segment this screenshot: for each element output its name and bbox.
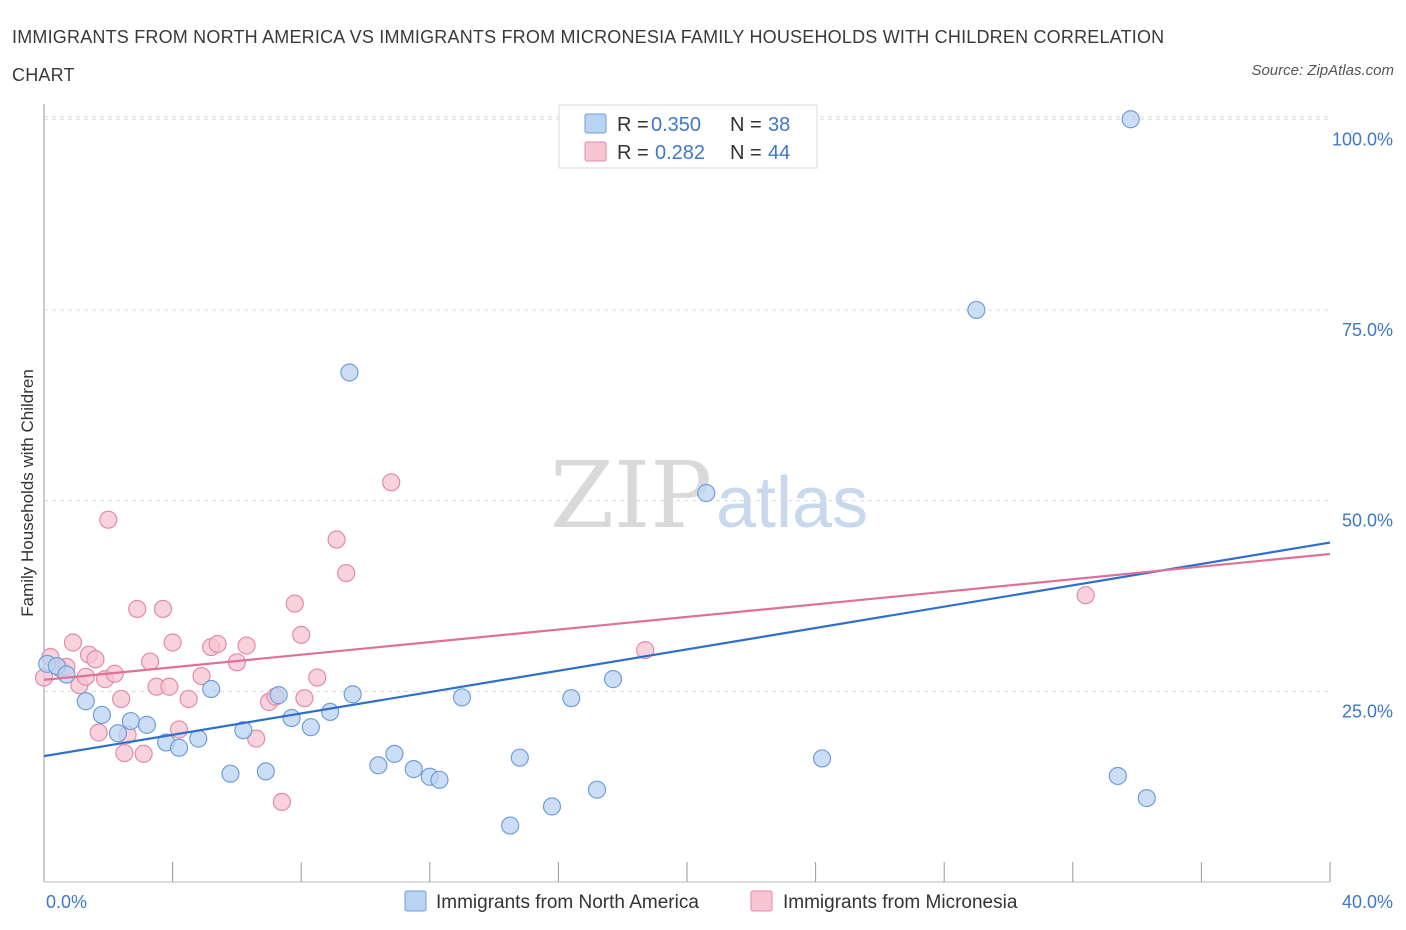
point-north-america-20 — [340, 363, 359, 382]
legend-bottom-swatch-north-america — [404, 890, 427, 912]
y-tick-label-100: 100.0% — [1332, 129, 1393, 149]
watermark: ZIP atlas — [550, 442, 868, 549]
legend-top: R = 0.350 N = 38 R = 0.282 N = 44 — [558, 104, 818, 169]
legend-bottom-swatch-micronesia — [750, 890, 773, 912]
point-north-america-9 — [169, 738, 189, 757]
point-micronesia-13 — [112, 689, 131, 709]
point-micronesia-16 — [128, 599, 147, 619]
legend-bottom-label-micronesia: Immigrants from Micronesia — [783, 892, 1018, 913]
source-note: Source: ZipAtlas.com — [1251, 62, 1394, 79]
y-tick-label-50: 50.0% — [1342, 511, 1393, 531]
y-tick-label-25: 25.0% — [1342, 701, 1393, 721]
point-north-america-18 — [321, 702, 340, 722]
point-north-america-19 — [343, 685, 362, 704]
point-north-america-14 — [256, 762, 275, 781]
point-micronesia-34 — [285, 594, 304, 613]
point-micronesia-35 — [292, 625, 311, 644]
legend-n-label-1: N = — [730, 114, 762, 136]
point-north-america-30 — [562, 689, 581, 708]
point-north-america-28 — [510, 748, 529, 767]
point-north-america-35 — [967, 300, 986, 320]
point-micronesia-22 — [163, 633, 182, 652]
point-north-america-5 — [108, 724, 128, 743]
point-micronesia-11 — [99, 510, 118, 529]
point-micronesia-20 — [153, 599, 173, 619]
y-tick-labels: 25.0% 50.0% 75.0% 100.0% — [1332, 129, 1393, 721]
legend-r-value-2: 0.282 — [655, 142, 705, 164]
y-tick-label-75: 75.0% — [1342, 320, 1393, 340]
point-north-america-11 — [202, 679, 221, 699]
legend-r-label-2: R = — [617, 142, 649, 164]
legend-n-label-2: N = — [730, 142, 762, 164]
point-north-america-38 — [1137, 788, 1156, 808]
x-ticks — [172, 862, 1331, 882]
point-north-america-22 — [385, 744, 404, 763]
point-north-america-13 — [234, 721, 253, 740]
point-micronesia-17 — [134, 744, 153, 763]
point-micronesia-38 — [327, 530, 346, 549]
point-micronesia-36 — [295, 689, 314, 708]
point-micronesia-27 — [208, 634, 227, 654]
point-north-america-2 — [57, 665, 76, 684]
x-tick-label-min: 0.0% — [46, 892, 87, 912]
trend-lines — [43, 541, 1331, 758]
gridlines — [44, 116, 1330, 692]
point-micronesia-18 — [140, 652, 160, 671]
legend-swatch-micronesia — [584, 141, 607, 162]
point-north-america-34 — [812, 749, 832, 768]
point-micronesia-29 — [237, 636, 256, 655]
point-north-america-15 — [269, 686, 288, 705]
point-micronesia-8 — [86, 650, 105, 669]
legend-n-value-2: 44 — [768, 142, 790, 164]
point-micronesia-21 — [160, 677, 179, 696]
point-north-america-33 — [697, 483, 716, 503]
point-micronesia-14 — [115, 743, 134, 763]
point-north-america-17 — [301, 718, 320, 737]
trend-line-north-america — [43, 541, 1331, 758]
point-north-america-37 — [1121, 110, 1140, 129]
y-axis-label: Family Households with Children — [18, 369, 37, 617]
point-micronesia-9 — [89, 723, 108, 742]
point-micronesia-42 — [1076, 586, 1095, 605]
point-micronesia-39 — [337, 563, 356, 583]
point-micronesia-33 — [272, 792, 292, 812]
point-north-america-31 — [587, 780, 607, 799]
point-north-america-36 — [1108, 766, 1127, 786]
point-north-america-7 — [137, 715, 156, 734]
legend-r-label-1: R = — [617, 114, 649, 136]
point-north-america-25 — [430, 770, 449, 789]
point-north-america-12 — [221, 764, 240, 783]
point-north-america-4 — [92, 705, 111, 725]
point-micronesia-30 — [247, 729, 266, 748]
point-micronesia-25 — [192, 666, 211, 686]
legend-swatch-north-america — [584, 113, 607, 134]
point-north-america-21 — [369, 756, 388, 775]
x-tick-label-max: 40.0% — [1342, 892, 1393, 912]
legend-n-value-1: 38 — [768, 114, 790, 136]
point-north-america-16 — [282, 708, 301, 728]
legend-bottom: Immigrants from North America Immigrants… — [404, 890, 1018, 913]
point-north-america-29 — [542, 797, 562, 816]
point-micronesia-37 — [308, 668, 327, 687]
legend-bottom-label-north-america: Immigrants from North America — [436, 892, 699, 913]
point-micronesia-24 — [179, 689, 198, 709]
point-north-america-3 — [76, 692, 95, 711]
point-north-america-27 — [501, 816, 520, 835]
point-north-america-23 — [404, 760, 423, 779]
chart-title: IMMIGRANTS FROM NORTH AMERICA VS IMMIGRA… — [12, 27, 1165, 85]
point-micronesia-40 — [382, 473, 401, 492]
point-north-america-10 — [189, 729, 208, 748]
watermark-zip: ZIP — [550, 442, 712, 549]
point-micronesia-41 — [636, 641, 655, 660]
point-micronesia-4 — [63, 633, 83, 652]
legend-r-value-1: 0.350 — [651, 114, 701, 136]
point-north-america-26 — [452, 688, 472, 707]
series-north-america-points — [38, 110, 1156, 835]
watermark-atlas: atlas — [716, 463, 868, 543]
point-north-america-6 — [121, 711, 140, 731]
trend-line-micronesia — [43, 552, 1331, 681]
point-north-america-32 — [603, 670, 623, 689]
